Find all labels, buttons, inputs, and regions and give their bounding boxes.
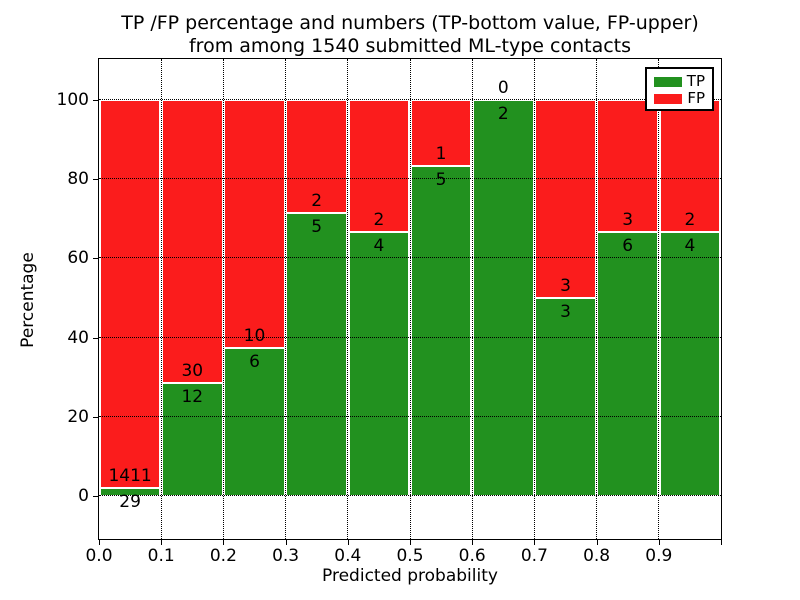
y-tick-label-20: 20 bbox=[67, 406, 89, 427]
fp-count-label-5: 1 bbox=[435, 143, 447, 164]
x-tick-label-0.3: 0.3 bbox=[272, 546, 300, 566]
v-gridline-3 bbox=[285, 59, 287, 539]
bar-segment-tp-1 bbox=[162, 382, 223, 497]
x-tick-3 bbox=[285, 540, 287, 545]
tp-count-label-4: 4 bbox=[373, 235, 385, 256]
fp-count-label-6: 0 bbox=[497, 77, 509, 98]
x-tick-label-0.6: 0.6 bbox=[458, 546, 486, 566]
fp-count-label-9: 2 bbox=[684, 209, 696, 230]
x-tick-label-0.1: 0.1 bbox=[147, 546, 175, 566]
v-gridline-8 bbox=[596, 59, 598, 539]
bar-segment-fp-3 bbox=[286, 99, 347, 214]
fp-count-label-7: 3 bbox=[560, 276, 571, 297]
bar-segment-tp-3 bbox=[286, 213, 347, 497]
x-axis-label: Predicted probability bbox=[322, 566, 498, 586]
fp-color-swatch bbox=[654, 93, 682, 104]
chart-title-line-2: from among 1540 submitted ML-type contac… bbox=[188, 35, 632, 57]
legend-label-tp: TP bbox=[686, 72, 705, 90]
x-tick-0 bbox=[99, 540, 100, 545]
y-tick-label-100: 100 bbox=[56, 89, 89, 110]
fp-count-label-2: 10 bbox=[243, 325, 266, 346]
tp-count-label-2: 6 bbox=[249, 351, 260, 372]
bar-segment-fp-9 bbox=[659, 99, 721, 232]
v-gridline-2 bbox=[222, 59, 224, 539]
fp-count-label-1: 30 bbox=[181, 360, 204, 381]
x-tick-5 bbox=[410, 540, 411, 545]
fp-count-label-8: 3 bbox=[622, 209, 634, 230]
y-tick-60 bbox=[93, 258, 98, 260]
bar-segment-tp-4 bbox=[348, 231, 410, 497]
bar-segment-fp-0 bbox=[99, 99, 161, 489]
x-tick-8 bbox=[596, 540, 598, 545]
bar-segment-tp-2 bbox=[224, 347, 285, 497]
v-gridline-4 bbox=[347, 59, 349, 539]
bar-segment-fp-7 bbox=[535, 99, 596, 299]
x-tick-9 bbox=[658, 540, 660, 545]
x-tick-2 bbox=[223, 540, 225, 545]
tp-count-label-0: 29 bbox=[119, 492, 141, 513]
bar-segment-fp-8 bbox=[597, 99, 658, 232]
y-tick-label-60: 60 bbox=[67, 248, 89, 269]
legend-item-fp: FP bbox=[654, 90, 705, 107]
v-gridline-5 bbox=[409, 59, 411, 539]
tp-count-label-8: 6 bbox=[622, 235, 634, 256]
bar-segment-fp-2 bbox=[224, 99, 285, 348]
tp-count-label-7: 3 bbox=[560, 302, 571, 322]
fp-count-label-3: 2 bbox=[311, 191, 323, 212]
y-axis-label: Percentage bbox=[18, 252, 38, 348]
y-tick-label-80: 80 bbox=[67, 169, 89, 190]
v-gridline-1 bbox=[160, 59, 162, 539]
legend-label-fp: FP bbox=[687, 89, 705, 107]
y-tick-label-40: 40 bbox=[67, 327, 89, 348]
x-tick-6 bbox=[472, 540, 474, 545]
x-tick-label-0.4: 0.4 bbox=[334, 546, 362, 566]
bar-segment-fp-4 bbox=[348, 99, 410, 232]
x-tick-1 bbox=[161, 540, 163, 545]
y-tick-0 bbox=[93, 496, 98, 498]
x-tick-7 bbox=[534, 540, 536, 545]
bar-segment-fp-1 bbox=[162, 99, 223, 383]
x-tick-label-0.2: 0.2 bbox=[209, 546, 237, 566]
bar-segment-fp-5 bbox=[410, 99, 472, 166]
x-tick-label-0.5: 0.5 bbox=[396, 546, 424, 566]
x-tick-label-0.9: 0.9 bbox=[645, 546, 673, 566]
plot-area: TP FP 1411 29 30 12 10 6 2 5 2 4 1 5 0 2 3 3 3 6 2 4 bbox=[98, 58, 722, 540]
x-tick-label-0.8: 0.8 bbox=[583, 546, 611, 566]
bar-segment-tp-8 bbox=[597, 231, 658, 497]
tp-count-label-1: 12 bbox=[181, 386, 204, 407]
y-tick-100 bbox=[93, 99, 98, 101]
tp-count-label-5: 5 bbox=[435, 169, 447, 190]
y-tick-20 bbox=[93, 416, 98, 418]
bar-segment-tp-6 bbox=[473, 99, 534, 497]
bar-segment-tp-9 bbox=[659, 231, 721, 497]
tp-count-label-9: 4 bbox=[684, 235, 696, 256]
x-tick-10 bbox=[721, 540, 722, 545]
tp-count-label-3: 5 bbox=[311, 217, 323, 238]
tp-count-label-6: 2 bbox=[497, 103, 509, 124]
tp-color-swatch bbox=[654, 76, 682, 87]
bar-segment-tp-7 bbox=[535, 298, 596, 497]
x-tick-4 bbox=[347, 540, 349, 545]
legend: TP FP bbox=[645, 67, 714, 111]
legend-item-tp: TP bbox=[654, 73, 705, 90]
v-gridline-6 bbox=[471, 59, 473, 539]
fp-count-label-4: 2 bbox=[373, 209, 385, 230]
y-tick-label-0: 0 bbox=[78, 486, 89, 507]
y-tick-80 bbox=[93, 179, 98, 181]
bar-segment-tp-5 bbox=[410, 165, 472, 497]
v-gridline-7 bbox=[533, 59, 535, 539]
fp-count-label-0: 1411 bbox=[108, 466, 152, 487]
x-tick-label-0.0: 0.0 bbox=[85, 546, 113, 566]
y-tick-40 bbox=[93, 337, 98, 339]
chart-title-line-1: TP /FP percentage and numbers (TP-bottom… bbox=[121, 12, 699, 34]
v-gridline-9 bbox=[658, 59, 660, 539]
x-tick-label-0.7: 0.7 bbox=[520, 546, 548, 566]
